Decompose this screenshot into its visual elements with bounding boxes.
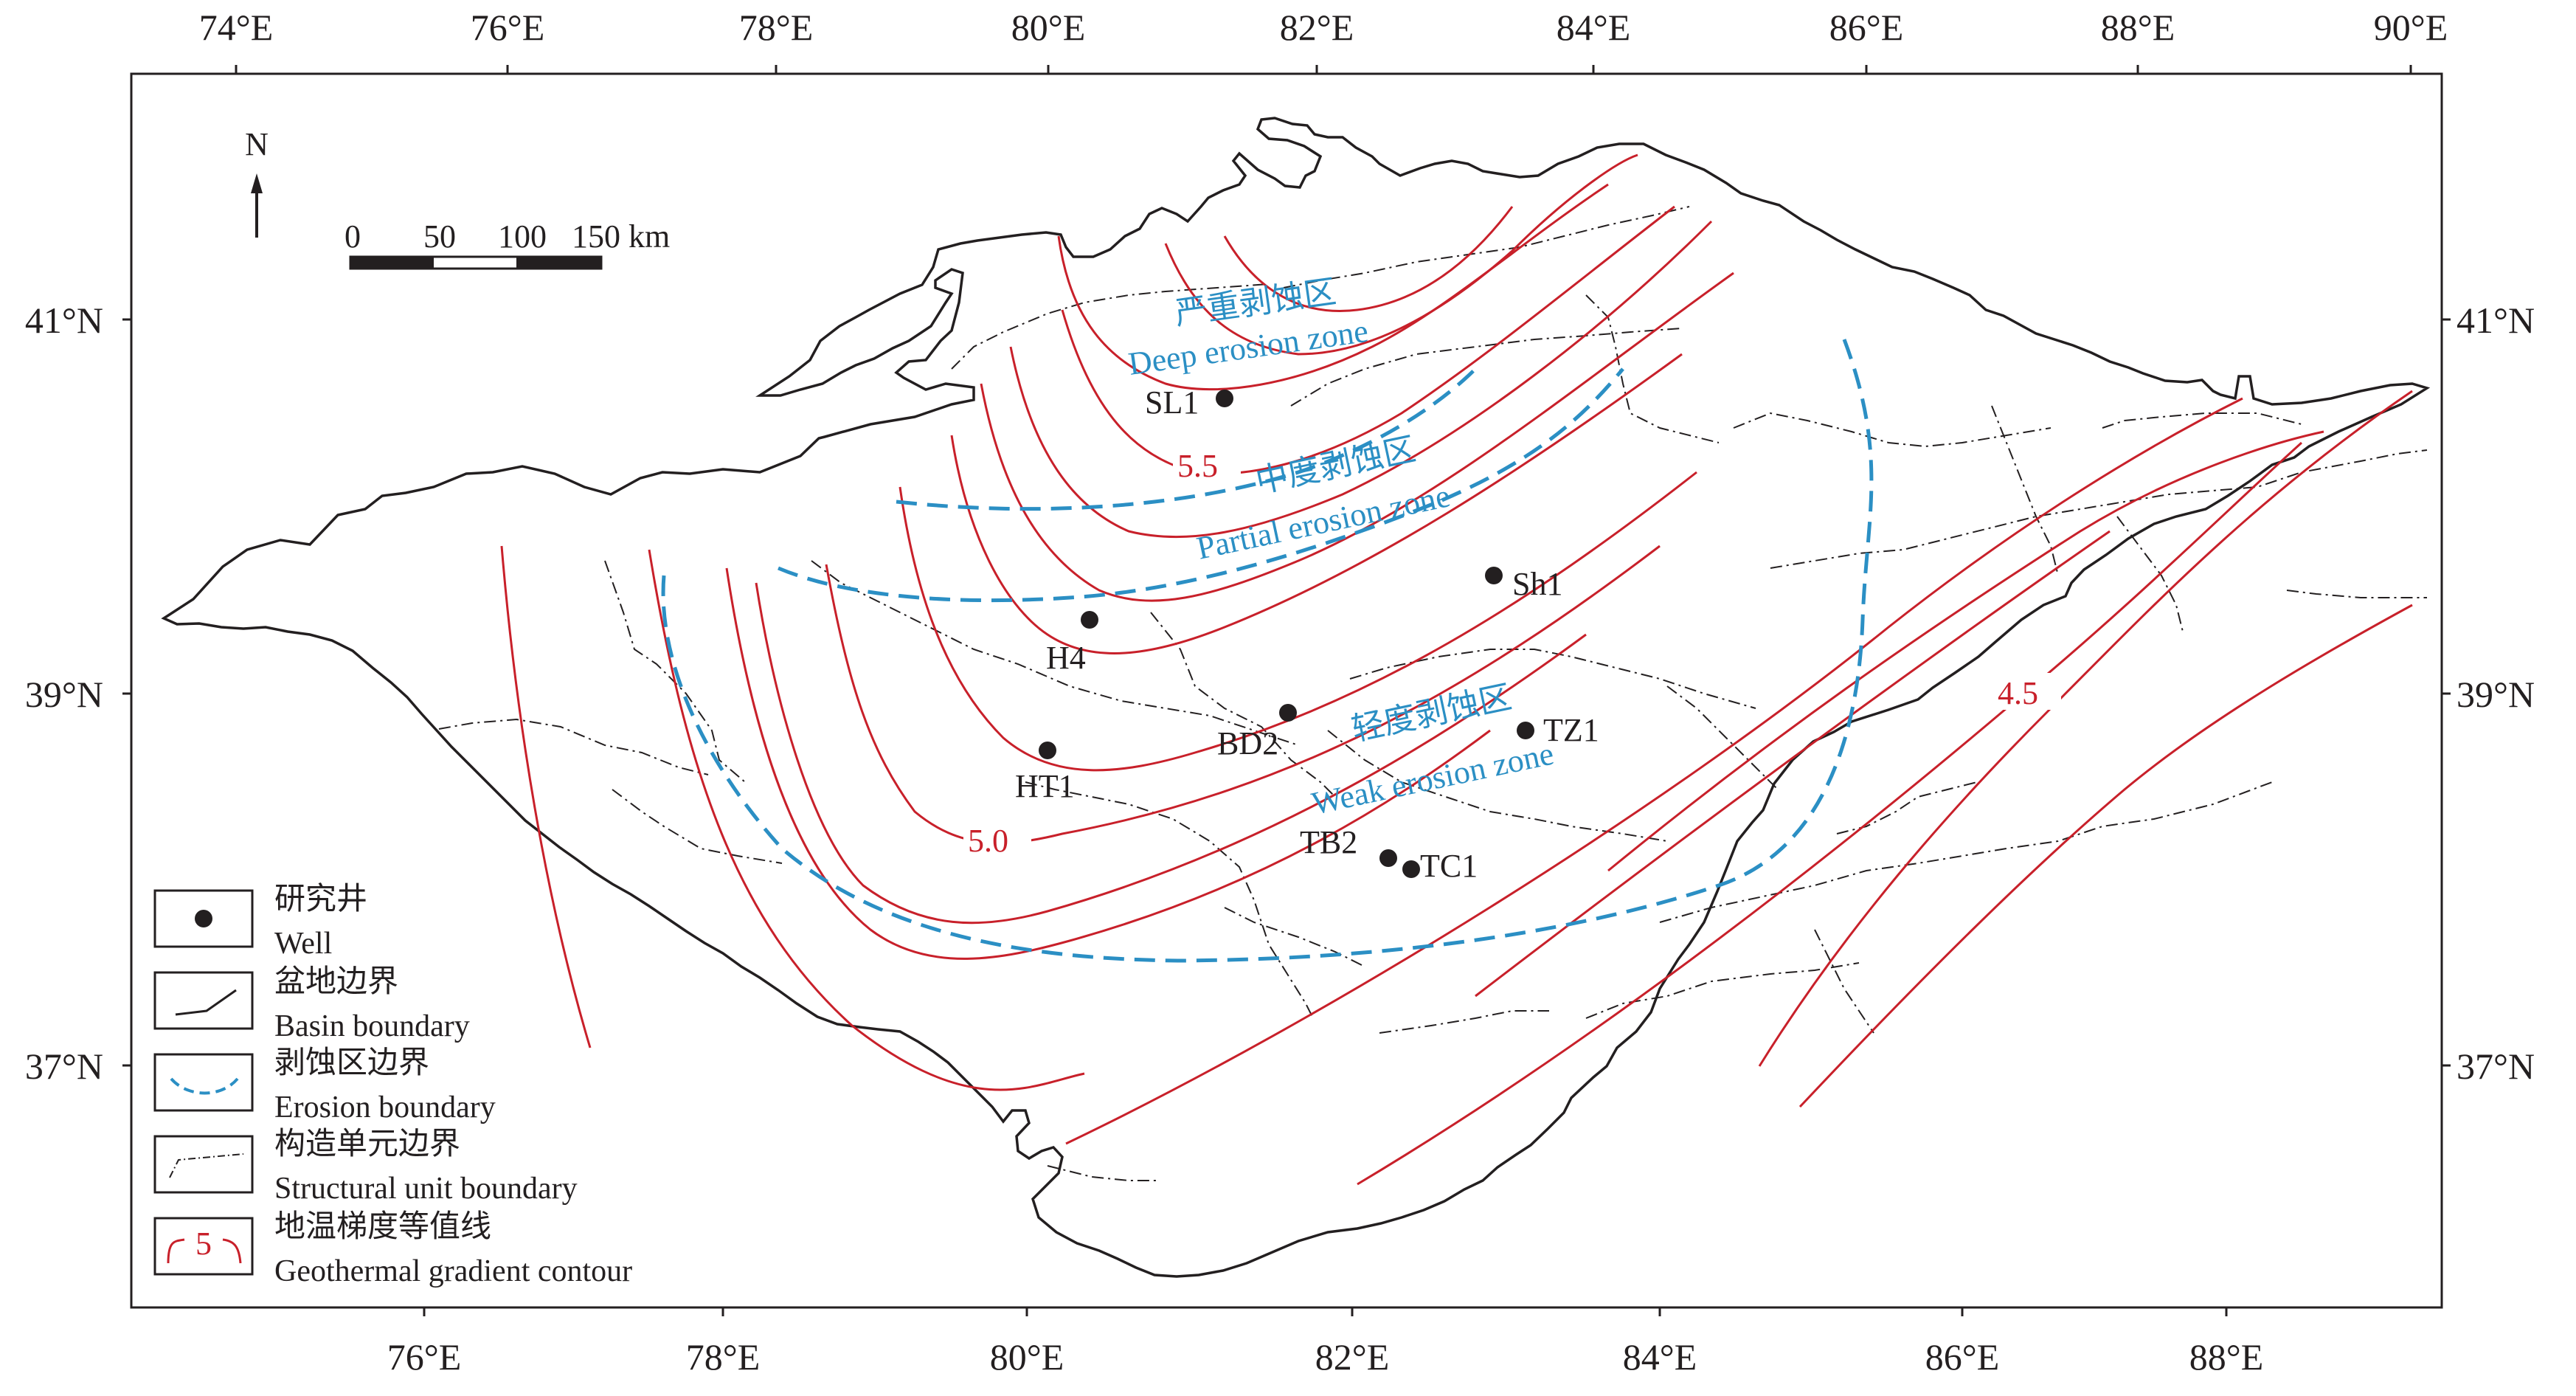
bottom-lon-label: 88°E (2189, 1336, 2264, 1378)
left-lat-label: 41°N (25, 300, 103, 341)
legend-cn-label: 构造单元边界 (274, 1125, 460, 1161)
legend-swatch (153, 971, 254, 1030)
legend-cn-label: 盆地边界 (274, 963, 398, 999)
well-marker[interactable] (1517, 722, 1534, 739)
top-lon-label: 80°E (1011, 7, 1086, 48)
scale-tick-label: 100 (498, 218, 547, 255)
legend-en-label: Erosion boundary (274, 1091, 496, 1124)
well-marker[interactable] (1402, 860, 1420, 878)
well-label: H4 (1046, 640, 1086, 676)
right-lat-label: 41°N (2456, 300, 2535, 341)
legend-contour-sample: 5 (195, 1226, 212, 1262)
legend-cn-label: 剥蚀区边界 (274, 1044, 429, 1080)
weak-zone-en-label: Weak erosion zone (1309, 735, 1557, 821)
well-marker[interactable] (1039, 742, 1056, 759)
well-label: TC1 (1420, 848, 1478, 884)
legend-basin-boundary-icon (175, 989, 237, 1016)
left-latitude-labels: 41°N 39°N 37°N (25, 300, 103, 1087)
top-lon-label: 90°E (2374, 7, 2448, 48)
scale-tick-label: 50 (423, 218, 456, 255)
structural-unit-boundaries (438, 206, 2428, 1181)
legend-structural-boundary-icon (169, 1153, 244, 1178)
top-longitude-labels: 74°E 76°E 78°E 80°E 82°E 84°E 86°E 88°E … (199, 7, 2448, 48)
well-label: TZ1 (1543, 712, 1599, 748)
right-lat-label: 37°N (2456, 1046, 2535, 1087)
top-lon-label: 84°E (1557, 7, 1631, 48)
geothermal-contours (500, 153, 2413, 1186)
legend-swatch (153, 1135, 254, 1194)
deep-zone-en-label: Deep erosion zone (1126, 313, 1371, 382)
erosion-boundaries (661, 339, 1874, 963)
top-lon-label: 82°E (1280, 7, 1354, 48)
well-marker[interactable] (1379, 849, 1397, 867)
north-arrow-label: N (245, 126, 269, 162)
legend: 研究井 Well 盆地边界 Basin boundary 剥蚀区边界 Erosi… (153, 880, 632, 1288)
scale-tick-label: 150 km (572, 218, 670, 255)
contour-labels: 5.5 5.0 4.5 (963, 446, 2061, 859)
top-lon-label: 86°E (1829, 7, 1904, 48)
legend-swatch (153, 1053, 254, 1112)
well-label: HT1 (1015, 768, 1075, 804)
legend-cn-label: 研究井 (274, 880, 367, 916)
top-lon-label: 76°E (471, 7, 545, 48)
well-marker[interactable] (1279, 704, 1297, 722)
well-label: Sh1 (1512, 566, 1562, 602)
legend-en-label: Geothermal gradient contour (274, 1254, 632, 1288)
top-lon-label: 74°E (199, 7, 274, 48)
partial-zone-en-label: Partial erosion zone (1194, 477, 1453, 567)
well-marker[interactable] (1216, 390, 1233, 407)
legend-cn-label: 地温梯度等值线 (274, 1208, 491, 1244)
well-marker[interactable] (1081, 611, 1098, 629)
well-label: BD2 (1217, 725, 1278, 761)
top-lon-label: 88°E (2101, 7, 2175, 48)
top-axis-ticks (235, 65, 2412, 74)
north-arrow-icon (251, 173, 263, 193)
bottom-lon-label: 84°E (1623, 1336, 1697, 1378)
contour-label-4-5: 4.5 (1998, 675, 2038, 711)
bottom-longitude-labels: 76°E 78°E 80°E 82°E 84°E 86°E 88°E (387, 1336, 2264, 1378)
bottom-axis-ticks (423, 1307, 2228, 1316)
zone-labels: 严重剥蚀区 Deep erosion zone 中度剥蚀区 Partial er… (1126, 273, 1557, 822)
legend-en-label: Structural unit boundary (274, 1172, 578, 1206)
legend-erosion-boundary-icon (170, 1077, 239, 1095)
wells: SL1 Sh1 H4 BD2 TZ1 HT1 TB2 TC1 (1015, 384, 1599, 884)
legend-en-label: Well (274, 927, 332, 961)
well-label: TB2 (1300, 824, 1357, 860)
basin-boundary (161, 117, 2431, 1278)
north-arrow: N (245, 126, 269, 238)
well-marker[interactable] (1485, 567, 1503, 584)
bottom-lon-label: 76°E (387, 1336, 462, 1378)
lat-ticks (122, 318, 2451, 1067)
right-lat-label: 39°N (2456, 674, 2535, 715)
legend-en-label: Basin boundary (274, 1009, 470, 1043)
bottom-lon-label: 78°E (686, 1336, 761, 1378)
bottom-lon-label: 86°E (1925, 1336, 2000, 1378)
legend-well-icon (195, 910, 212, 927)
top-lon-label: 78°E (739, 7, 814, 48)
legend-contour-icon (167, 1238, 242, 1264)
scale-bar: 0 50 100 150 km (344, 218, 670, 270)
contour-label-5-5: 5.5 (1177, 448, 1218, 484)
bottom-lon-label: 80°E (990, 1336, 1064, 1378)
contour-label-5-0: 5.0 (968, 823, 1008, 859)
left-lat-label: 37°N (25, 1046, 103, 1087)
bottom-lon-label: 82°E (1315, 1336, 1390, 1378)
well-label: SL1 (1145, 384, 1199, 421)
map-frame (130, 72, 2443, 1309)
right-latitude-labels: 41°N 39°N 37°N (2456, 300, 2535, 1087)
scale-tick-label: 0 (344, 218, 361, 255)
left-lat-label: 39°N (25, 674, 103, 715)
